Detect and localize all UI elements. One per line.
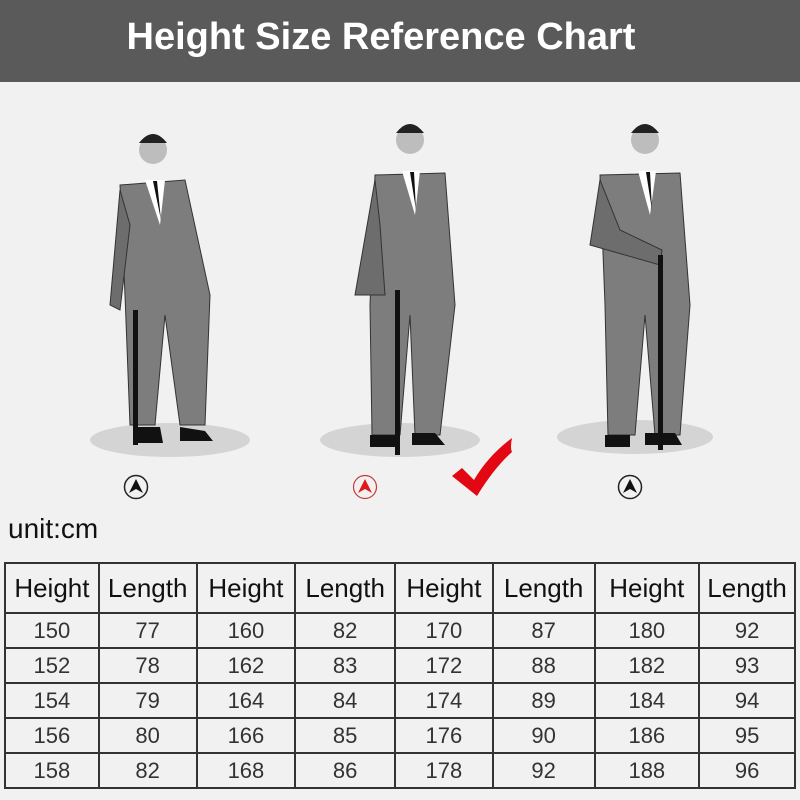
length-cell: 84 (294, 682, 397, 719)
length-cell: 78 (97, 647, 198, 684)
length-cell: 83 (294, 647, 397, 684)
up-arrow-circle-icon (617, 474, 643, 500)
height-cell: 176 (394, 717, 494, 754)
height-cell: 162 (195, 647, 297, 684)
height-cell: 188 (593, 752, 701, 789)
length-cell: 92 (491, 752, 596, 789)
height-cell: 164 (195, 682, 297, 719)
title-bar: Height Size Reference Chart (0, 0, 800, 82)
length-cell: 94 (698, 682, 796, 719)
man-figure-correct-cane (320, 124, 480, 457)
height-cell: 160 (195, 612, 297, 649)
length-cell: 93 (698, 647, 796, 684)
length-cell: 86 (294, 752, 397, 789)
height-cell: 180 (593, 612, 701, 649)
height-cell: 184 (593, 682, 701, 719)
table-row: 154 79 164 84 174 89 184 94 (4, 682, 796, 719)
height-cell: 156 (4, 717, 100, 754)
column-header: Height (4, 562, 100, 614)
length-cell: 87 (491, 612, 596, 649)
table-row: 150 77 160 82 170 87 180 92 (4, 612, 796, 649)
length-cell: 95 (698, 717, 796, 754)
up-arrow-circle-icon-selected (352, 474, 378, 500)
column-header: Height (394, 562, 494, 614)
length-cell: 89 (491, 682, 596, 719)
height-cell: 168 (195, 752, 297, 789)
height-cell: 186 (593, 717, 701, 754)
length-cell: 85 (294, 717, 397, 754)
table-row: 156 80 166 85 176 90 186 95 (4, 717, 796, 754)
length-cell: 82 (294, 612, 397, 649)
up-arrow-circle-icon (123, 474, 149, 500)
height-cell: 182 (593, 647, 701, 684)
size-table: Height Length Height Length Height Length Heig… (4, 562, 796, 789)
table-row: 152 78 162 83 172 88 182 93 (4, 647, 796, 684)
man-figure-long-cane (557, 124, 713, 454)
height-cell: 178 (394, 752, 494, 789)
column-header: Length (294, 562, 397, 614)
column-header: Length (698, 562, 796, 614)
table-header-row: Height Length Height Length Height Length Heig… (4, 562, 796, 614)
height-cell: 158 (4, 752, 100, 789)
length-cell: 88 (491, 647, 596, 684)
height-cell: 152 (4, 647, 100, 684)
column-header: Length (97, 562, 198, 614)
length-cell: 79 (97, 682, 198, 719)
height-cell: 174 (394, 682, 494, 719)
length-cell: 82 (97, 752, 198, 789)
column-header: Height (593, 562, 701, 614)
checkmark-icon (452, 438, 512, 496)
height-cell: 154 (4, 682, 100, 719)
height-cell: 170 (394, 612, 494, 649)
table-row: 158 82 168 86 178 92 188 96 (4, 752, 796, 789)
length-cell: 90 (491, 717, 596, 754)
height-cell: 150 (4, 612, 100, 649)
column-header: Length (491, 562, 596, 614)
height-cell: 166 (195, 717, 297, 754)
man-figure-short-cane (90, 134, 250, 457)
page-title: Height Size Reference Chart (126, 16, 636, 58)
length-cell: 96 (698, 752, 796, 789)
unit-label: unit:cm (8, 513, 99, 544)
length-cell: 80 (97, 717, 198, 754)
column-header: Height (195, 562, 297, 614)
height-cell: 172 (394, 647, 494, 684)
length-cell: 77 (97, 612, 198, 649)
length-cell: 92 (698, 612, 796, 649)
